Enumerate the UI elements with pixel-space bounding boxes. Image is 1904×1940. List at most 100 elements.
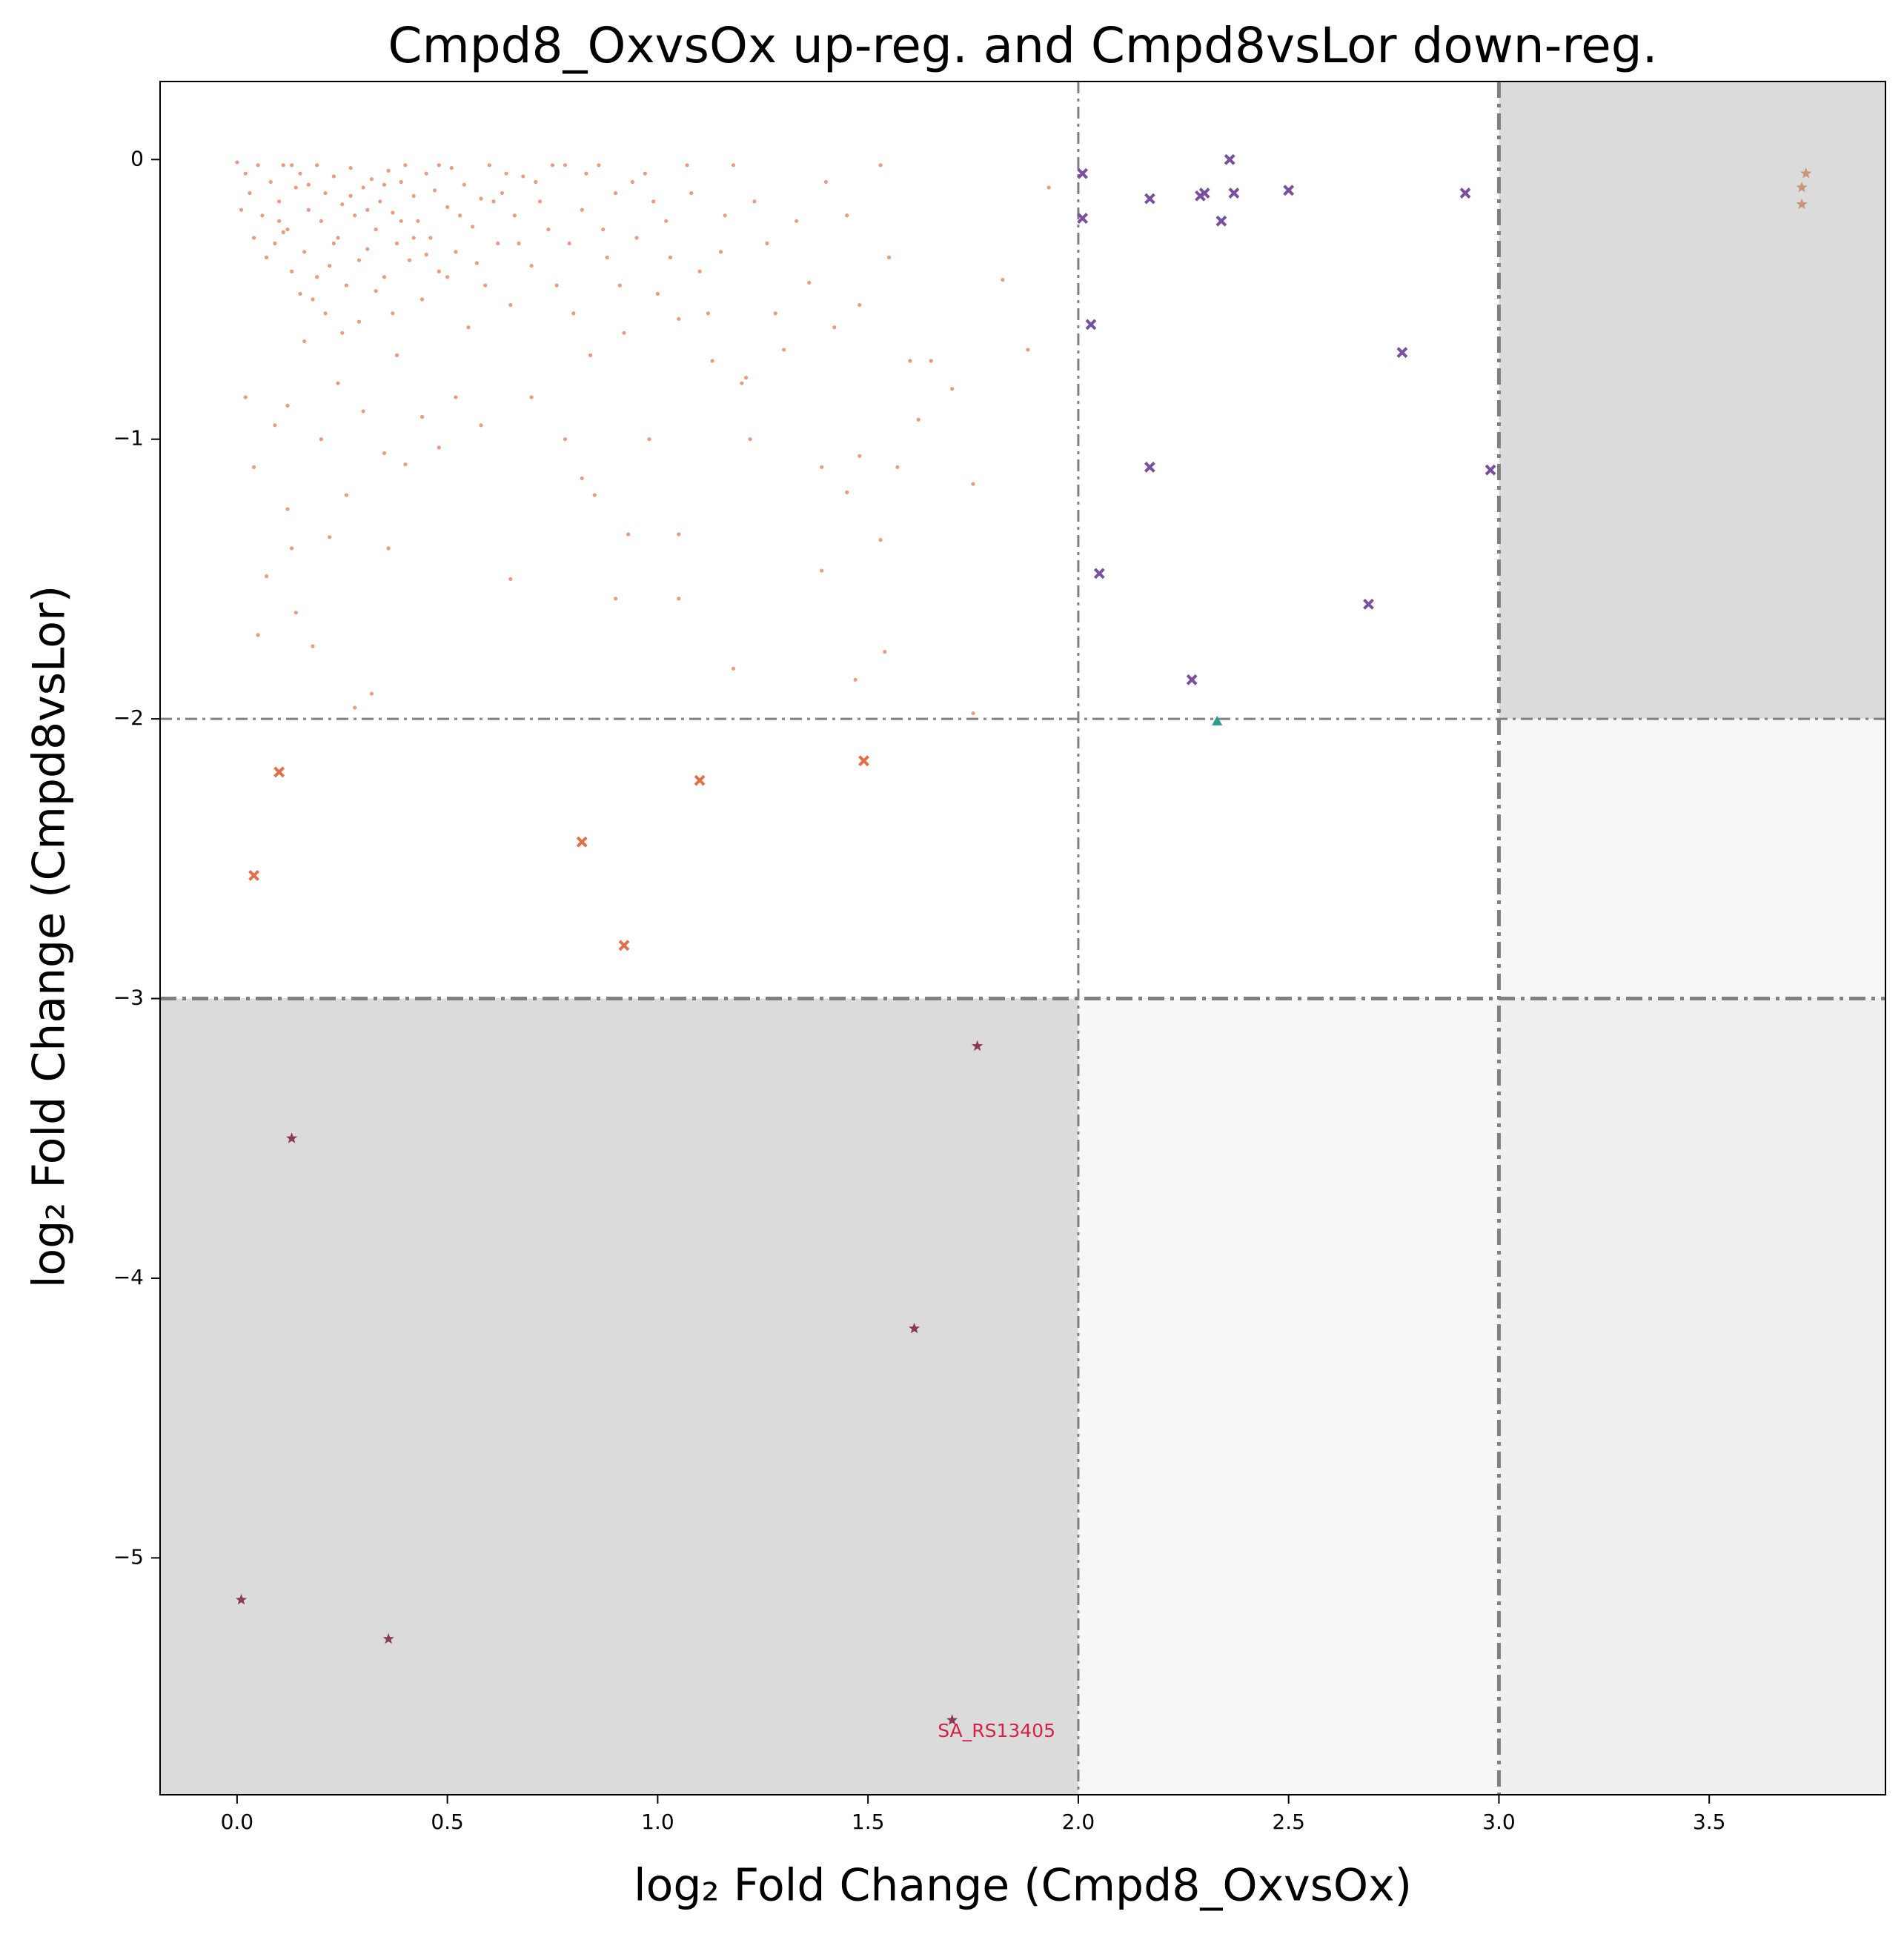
point (323, 190, 328, 196)
point (285, 403, 290, 408)
point (483, 283, 488, 288)
point (858, 755, 869, 767)
point (290, 269, 294, 273)
point (597, 163, 601, 167)
point (311, 644, 315, 648)
point (256, 633, 260, 637)
point (256, 163, 260, 167)
point (277, 199, 282, 204)
point (706, 311, 711, 316)
point (382, 1632, 394, 1644)
y-tick-label: −5 (113, 1544, 144, 1569)
point (286, 1132, 298, 1143)
x-tick-label: 3.5 (1693, 1810, 1726, 1834)
point (853, 677, 858, 682)
point (356, 319, 362, 324)
point (378, 199, 382, 204)
plot-frame (159, 81, 1886, 1796)
point (521, 174, 525, 179)
point (1077, 213, 1089, 224)
point (285, 507, 290, 511)
chart-title: Cmpd8_OxvsOx up-reg. and Cmpd8vsLor down… (388, 17, 1657, 74)
point (306, 182, 311, 187)
point (243, 171, 248, 176)
point (260, 213, 265, 218)
point (1085, 319, 1097, 330)
point (356, 258, 362, 262)
point (445, 205, 450, 210)
point (517, 241, 521, 246)
point (550, 163, 555, 167)
point (315, 163, 319, 167)
point (895, 465, 900, 470)
point (319, 437, 323, 442)
point (605, 255, 609, 259)
point (765, 241, 769, 246)
point (302, 250, 307, 254)
point (424, 253, 428, 257)
point (534, 179, 538, 185)
point (508, 577, 513, 582)
point (647, 437, 651, 442)
point (348, 166, 353, 170)
point (386, 168, 391, 173)
point (348, 193, 353, 198)
point (264, 255, 269, 259)
point (546, 227, 551, 232)
point (361, 409, 365, 413)
point (466, 325, 471, 330)
point (614, 597, 618, 601)
x-tick-label: 3.0 (1482, 1810, 1516, 1834)
point (908, 359, 912, 363)
point (369, 177, 374, 182)
point (403, 462, 408, 467)
point (567, 241, 571, 246)
y-tick-label: −2 (113, 705, 144, 730)
point (971, 711, 975, 716)
point (353, 213, 357, 218)
point (315, 275, 319, 279)
point (319, 219, 323, 223)
point (432, 188, 437, 193)
point (694, 774, 706, 786)
point (449, 166, 454, 170)
point (399, 219, 403, 223)
point (306, 207, 311, 212)
point (886, 255, 892, 259)
point (554, 283, 559, 288)
x-tick-label: 2.0 (1062, 1810, 1095, 1834)
point (807, 280, 812, 285)
point (479, 196, 483, 201)
point (584, 171, 588, 176)
point (576, 836, 588, 848)
point (445, 275, 450, 279)
point (391, 311, 395, 316)
point (298, 171, 302, 176)
point (677, 532, 681, 537)
point (537, 199, 543, 204)
point (394, 241, 399, 246)
point (491, 199, 496, 204)
point (369, 691, 374, 696)
point (496, 241, 500, 246)
point (239, 207, 244, 212)
point (664, 219, 669, 223)
annotation: SA_RS13405 (938, 1720, 1055, 1741)
point (437, 163, 441, 167)
shade-region (1499, 998, 1885, 1795)
point (331, 174, 336, 179)
point (293, 185, 298, 190)
point (508, 302, 513, 308)
y-tick-label: −1 (113, 426, 144, 451)
point (731, 666, 736, 671)
point (311, 297, 315, 302)
point (1396, 347, 1408, 359)
point (365, 247, 370, 251)
point (399, 179, 403, 185)
point (685, 163, 689, 167)
point (1093, 568, 1105, 579)
point (909, 1322, 921, 1334)
point (374, 227, 378, 232)
point (1485, 464, 1496, 476)
